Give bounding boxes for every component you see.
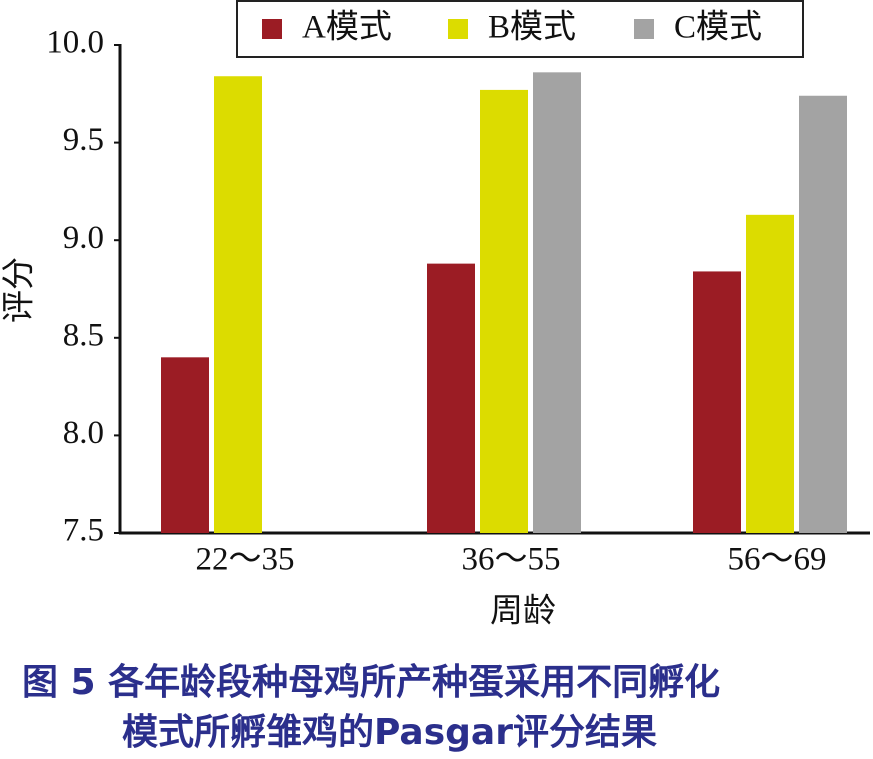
x-tick-label: 36～55 [462, 542, 561, 578]
bar [746, 214, 794, 533]
legend-box [236, 0, 804, 58]
y-tick-label: 9.5 [63, 122, 104, 158]
x-tick-label: 22～35 [196, 542, 295, 578]
caption-line: 图 5 各年龄段种母鸡所产种蛋采用不同孵化 [22, 662, 720, 703]
bar [480, 89, 528, 534]
y-tick-label: 8.5 [63, 317, 104, 353]
bar [161, 357, 209, 533]
legend-label: C模式 [674, 9, 762, 46]
y-tick-label: 7.5 [63, 513, 104, 549]
y-tick-label: 9.0 [63, 220, 104, 256]
bar [533, 72, 581, 533]
x-axis-label: 周龄 [490, 593, 556, 630]
caption-line: 模式所孵雏鸡的Pasgar评分结果 [122, 712, 657, 753]
y-tick-label: 10.0 [46, 25, 104, 61]
bar [214, 76, 262, 534]
y-axis-label: 评分 [2, 257, 38, 323]
bar [799, 95, 847, 533]
legend-swatch [448, 19, 468, 39]
legend-swatch [262, 19, 282, 39]
bar [427, 263, 475, 533]
legend-swatch [634, 19, 654, 39]
bar [693, 271, 741, 533]
legend-label: A模式 [302, 9, 392, 46]
legend-label: B模式 [488, 9, 576, 46]
y-tick-label: 8.0 [63, 415, 104, 451]
x-tick-label: 56～69 [728, 542, 827, 578]
